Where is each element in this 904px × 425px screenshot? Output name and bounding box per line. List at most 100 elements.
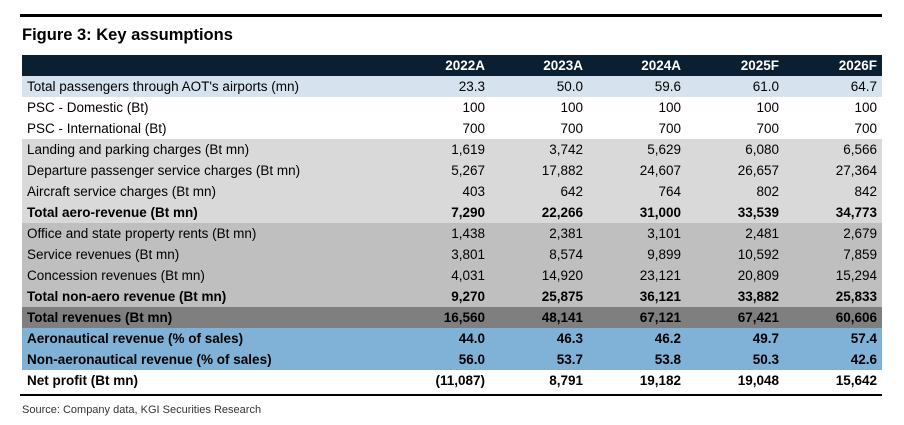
row-label: Aircraft service charges (Bt mn) xyxy=(22,181,392,202)
value-cell: 25,833 xyxy=(784,286,882,307)
table-row: Total aero-revenue (Bt mn) 7,290 22,266 31,… xyxy=(22,202,882,223)
value-cell: 5,267 xyxy=(392,160,490,181)
value-cell: 34,773 xyxy=(784,202,882,223)
value-cell: 14,920 xyxy=(490,265,588,286)
value-cell: 802 xyxy=(686,181,784,202)
table-row: Non-aeronautical revenue (% of sales) 56.… xyxy=(22,349,882,370)
value-cell: 22,266 xyxy=(490,202,588,223)
value-cell: 2,381 xyxy=(490,223,588,244)
table-row: Service revenues (Bt mn) 3,801 8,574 9,899 1… xyxy=(22,244,882,265)
table-row: Aircraft service charges (Bt mn) 403 642 76… xyxy=(22,181,882,202)
value-cell: 60,606 xyxy=(784,307,882,328)
value-cell: 1,619 xyxy=(392,139,490,160)
assumptions-table: 2022A 2023A 2024A 2025F 2026F Total pass… xyxy=(22,55,882,391)
value-cell: 44.0 xyxy=(392,328,490,349)
header-row: 2022A 2023A 2024A 2025F 2026F xyxy=(22,55,882,76)
table-row: Aeronautical revenue (% of sales) 44.0 46.… xyxy=(22,328,882,349)
value-cell: 23.3 xyxy=(392,76,490,97)
table-row: Net profit (Bt mn) (11,087) 8,791 19,182 19,… xyxy=(22,370,882,391)
row-label: Office and state property rents (Bt mn) xyxy=(22,223,392,244)
table-row: PSC - Domestic (Bt) 100 100 100 100 100 xyxy=(22,97,882,118)
row-label: Departure passenger service charges (Bt … xyxy=(22,160,392,181)
row-label: Net profit (Bt mn) xyxy=(22,370,392,391)
row-label: Total non-aero revenue (Bt mn) xyxy=(22,286,392,307)
value-cell: 9,270 xyxy=(392,286,490,307)
value-cell: 15,294 xyxy=(784,265,882,286)
value-cell: 1,438 xyxy=(392,223,490,244)
value-cell: 100 xyxy=(392,97,490,118)
value-cell: 59.6 xyxy=(588,76,686,97)
value-cell: 100 xyxy=(490,97,588,118)
value-cell: 5,629 xyxy=(588,139,686,160)
value-cell: 6,566 xyxy=(784,139,882,160)
row-label: Aeronautical revenue (% of sales) xyxy=(22,328,392,349)
row-label: Non-aeronautical revenue (% of sales) xyxy=(22,349,392,370)
value-cell: 26,657 xyxy=(686,160,784,181)
value-cell: 46.2 xyxy=(588,328,686,349)
value-cell: 842 xyxy=(784,181,882,202)
value-cell: 7,859 xyxy=(784,244,882,265)
value-cell: 100 xyxy=(686,97,784,118)
source-note: Source: Company data, KGI Securities Res… xyxy=(22,404,262,416)
value-cell: 36,121 xyxy=(588,286,686,307)
value-cell: 53.8 xyxy=(588,349,686,370)
value-cell: 57.4 xyxy=(784,328,882,349)
row-label: Total passengers through AOT's airports … xyxy=(22,76,392,97)
bottom-rule xyxy=(20,394,882,396)
table-row: Total passengers through AOT's airports … xyxy=(22,76,882,97)
value-cell: 49.7 xyxy=(686,328,784,349)
value-cell: 100 xyxy=(784,97,882,118)
row-label: Total aero-revenue (Bt mn) xyxy=(22,202,392,223)
value-cell: 56.0 xyxy=(392,349,490,370)
value-cell: 8,791 xyxy=(490,370,588,391)
table-row: Total revenues (Bt mn) 16,560 48,141 67,121… xyxy=(22,307,882,328)
value-cell: 642 xyxy=(490,181,588,202)
value-cell: 19,182 xyxy=(588,370,686,391)
row-label: PSC - International (Bt) xyxy=(22,118,392,139)
value-cell: 27,364 xyxy=(784,160,882,181)
value-cell: 100 xyxy=(588,97,686,118)
value-cell: 3,742 xyxy=(490,139,588,160)
value-cell: 403 xyxy=(392,181,490,202)
value-cell: 764 xyxy=(588,181,686,202)
figure-title: Figure 3: Key assumptions xyxy=(22,26,233,44)
value-cell: 700 xyxy=(784,118,882,139)
value-cell: 31,000 xyxy=(588,202,686,223)
row-label: Service revenues (Bt mn) xyxy=(22,244,392,265)
value-cell: 33,539 xyxy=(686,202,784,223)
value-cell: 46.3 xyxy=(490,328,588,349)
table-row: Departure passenger service charges (Bt … xyxy=(22,160,882,181)
value-cell: (11,087) xyxy=(392,370,490,391)
column-header: 2022A xyxy=(392,55,490,76)
row-label: Total revenues (Bt mn) xyxy=(22,307,392,328)
table-row: PSC - International (Bt) 700 700 700 700 700 xyxy=(22,118,882,139)
row-label: PSC - Domestic (Bt) xyxy=(22,97,392,118)
value-cell: 700 xyxy=(588,118,686,139)
table-body: Total passengers through AOT's airports … xyxy=(22,76,882,391)
value-cell: 6,080 xyxy=(686,139,784,160)
value-cell: 700 xyxy=(686,118,784,139)
value-cell: 4,031 xyxy=(392,265,490,286)
value-cell: 50.3 xyxy=(686,349,784,370)
value-cell: 50.0 xyxy=(490,76,588,97)
value-cell: 48,141 xyxy=(490,307,588,328)
value-cell: 67,121 xyxy=(588,307,686,328)
value-cell: 7,290 xyxy=(392,202,490,223)
column-header: 2024A xyxy=(588,55,686,76)
table-row: Office and state property rents (Bt mn) 1… xyxy=(22,223,882,244)
value-cell: 700 xyxy=(490,118,588,139)
value-cell: 42.6 xyxy=(784,349,882,370)
value-cell: 15,642 xyxy=(784,370,882,391)
value-cell: 24,607 xyxy=(588,160,686,181)
value-cell: 17,882 xyxy=(490,160,588,181)
value-cell: 67,421 xyxy=(686,307,784,328)
column-header: 2026F xyxy=(784,55,882,76)
value-cell: 53.7 xyxy=(490,349,588,370)
value-cell: 3,101 xyxy=(588,223,686,244)
value-cell: 16,560 xyxy=(392,307,490,328)
column-header: 2023A xyxy=(490,55,588,76)
row-label: Concession revenues (Bt mn) xyxy=(22,265,392,286)
value-cell: 2,679 xyxy=(784,223,882,244)
value-cell: 33,882 xyxy=(686,286,784,307)
top-rule xyxy=(20,14,882,17)
